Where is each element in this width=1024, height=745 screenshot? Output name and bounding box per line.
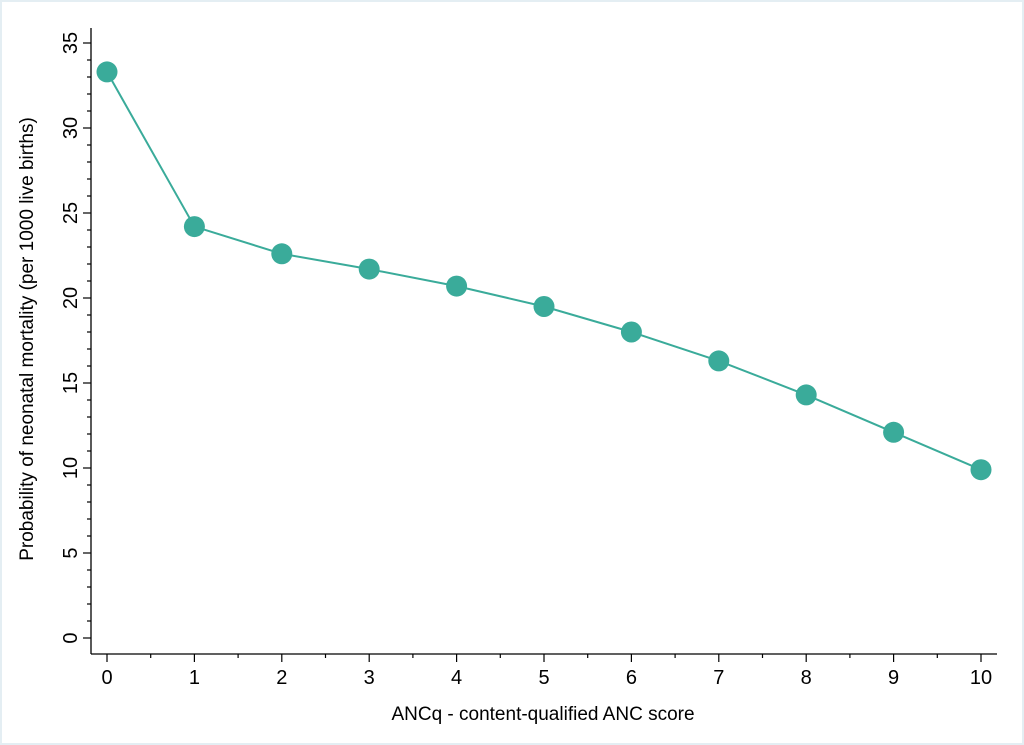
- series: [96, 61, 992, 481]
- x-axis-title: ANCq - content-qualified ANC score: [391, 704, 694, 725]
- x-tick-label: 9: [888, 667, 899, 689]
- x-tick-label: 10: [970, 667, 992, 689]
- x-tick-label: 3: [364, 667, 375, 689]
- data-point: [183, 216, 205, 238]
- data-point: [795, 384, 817, 406]
- y-tick-label: 10: [60, 457, 82, 479]
- x-tick-label: 6: [626, 667, 637, 689]
- data-point: [446, 275, 468, 297]
- y-tick-label: 25: [60, 202, 82, 224]
- data-point: [358, 258, 380, 280]
- axes: 0 5 10 15 20 25 30 35 0 1 2 3 4 5 6 7 8 9 10: [60, 28, 997, 689]
- y-tick-label: 35: [60, 32, 82, 54]
- x-tick-label: 4: [451, 667, 462, 689]
- x-tick-label: 1: [189, 667, 200, 689]
- x-tick-label: 2: [276, 667, 287, 689]
- y-tick-label: 0: [60, 632, 82, 643]
- x-tick-label: 0: [101, 667, 112, 689]
- x-tick-label: 5: [538, 667, 549, 689]
- data-point: [970, 459, 992, 481]
- y-axis-title: Probability of neonatal mortality (per 1…: [17, 117, 38, 561]
- y-tick-label: 20: [60, 287, 82, 309]
- x-tick-label: 7: [713, 667, 724, 689]
- data-point: [271, 243, 293, 265]
- x-tick-label: 8: [801, 667, 812, 689]
- y-tick-label: 15: [60, 372, 82, 394]
- data-point: [96, 61, 118, 83]
- data-point: [708, 350, 730, 372]
- y-tick-label: 5: [60, 547, 82, 558]
- series-line: [106, 71, 982, 471]
- y-tick-label: 30: [60, 117, 82, 139]
- data-point: [883, 421, 905, 443]
- data-point: [533, 296, 555, 317]
- data-point: [620, 321, 642, 343]
